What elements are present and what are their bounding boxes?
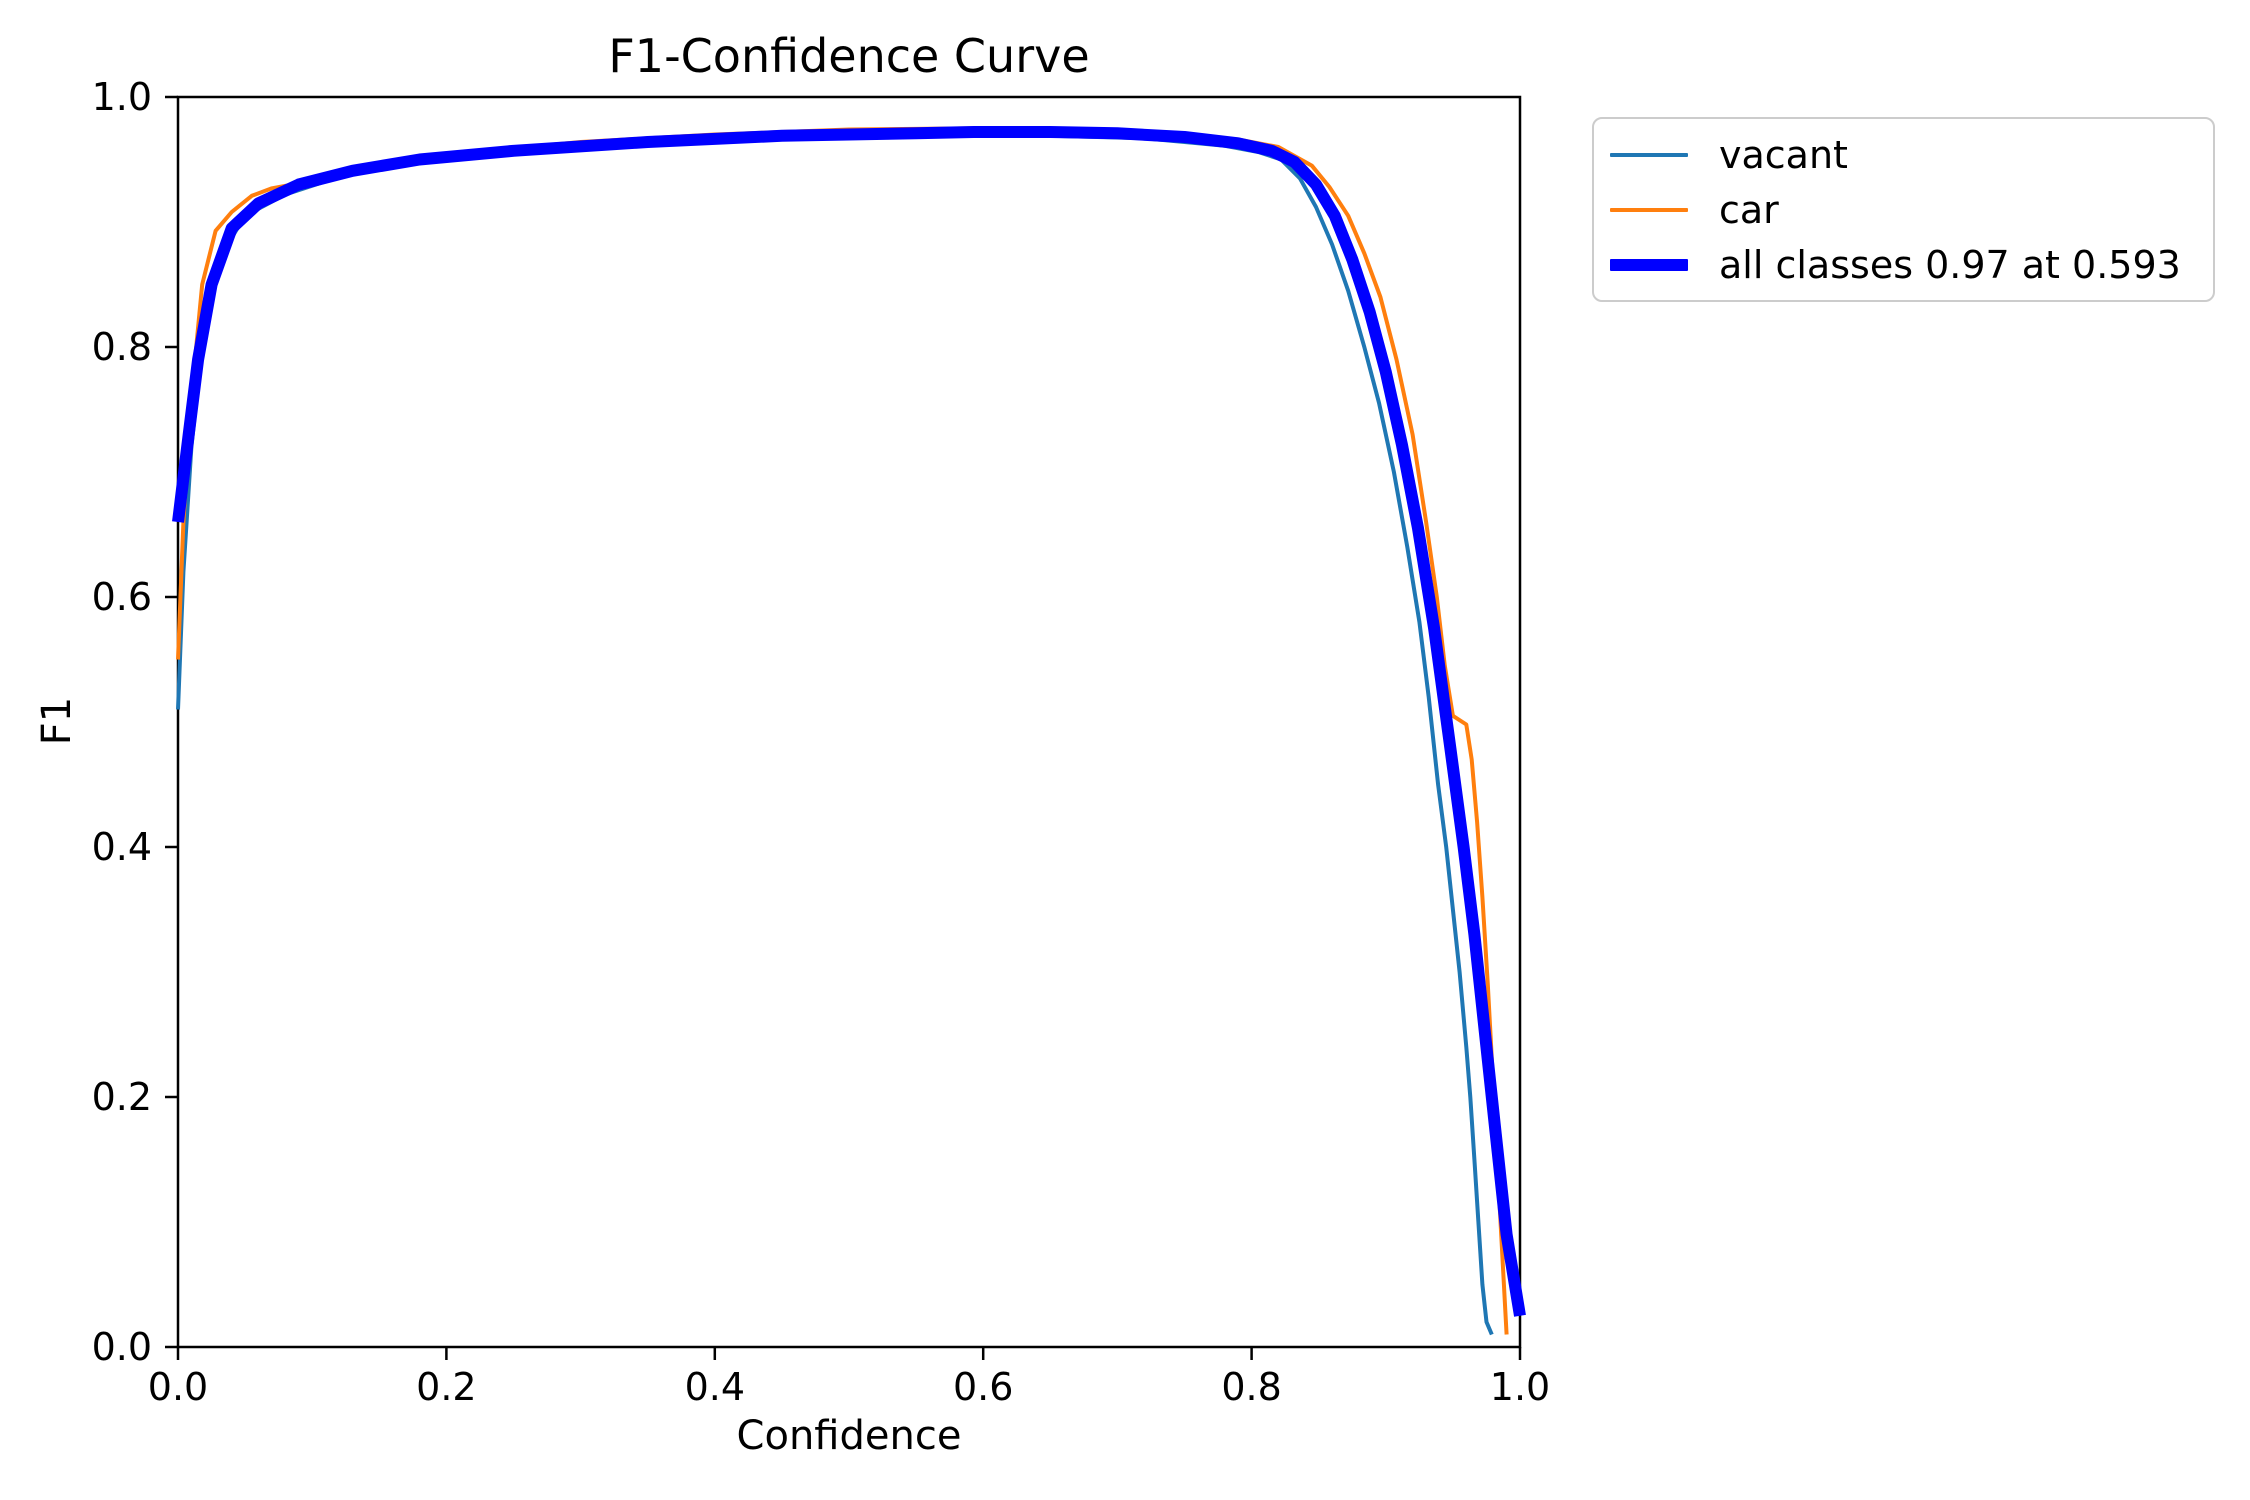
curve-car	[176, 126, 1509, 1335]
x-tick-label: 0.6	[952, 1365, 1014, 1409]
y-tick-label: 0.2	[91, 1075, 152, 1119]
legend-line-swatch-vacant	[1610, 152, 1688, 157]
legend-line-swatch-all-classes	[1610, 258, 1688, 271]
x-tick-label: 1.0	[1489, 1365, 1551, 1409]
y-tick-label: 1.0	[91, 75, 152, 119]
y-tick-label: 0.0	[91, 1325, 152, 1369]
y-tick-label: 0.8	[91, 325, 152, 369]
y-tick-label: 0.4	[91, 825, 152, 869]
legend-item-all-classes: all classes 0.97 at 0.593	[1594, 237, 2213, 292]
chart-title: F1-Confidence Curve	[608, 29, 1090, 83]
x-axis-label: Confidence	[736, 1413, 962, 1459]
x-tick-label: 0.8	[1221, 1365, 1282, 1409]
y-axis-label: F1	[34, 696, 80, 746]
legend-item-vacant: vacant	[1594, 127, 2213, 182]
legend: vacant car all classes 0.97 at 0.593	[1592, 117, 2215, 302]
curve-vacant	[176, 133, 1494, 1336]
legend-label-vacant: vacant	[1719, 132, 1848, 177]
legend-line-swatch-car	[1610, 207, 1688, 212]
axes-box	[176, 95, 1522, 1349]
legend-label-car: car	[1719, 187, 1779, 232]
x-tick-label: 0.0	[147, 1365, 209, 1409]
x-tick-label: 0.4	[684, 1365, 746, 1409]
legend-label-all-classes: all classes 0.97 at 0.593	[1719, 242, 2181, 287]
x-tick-label: 0.2	[416, 1365, 477, 1409]
legend-item-car: car	[1594, 182, 2213, 237]
y-tick-label: 0.6	[91, 575, 152, 619]
curve-all-classes	[172, 126, 1526, 1317]
